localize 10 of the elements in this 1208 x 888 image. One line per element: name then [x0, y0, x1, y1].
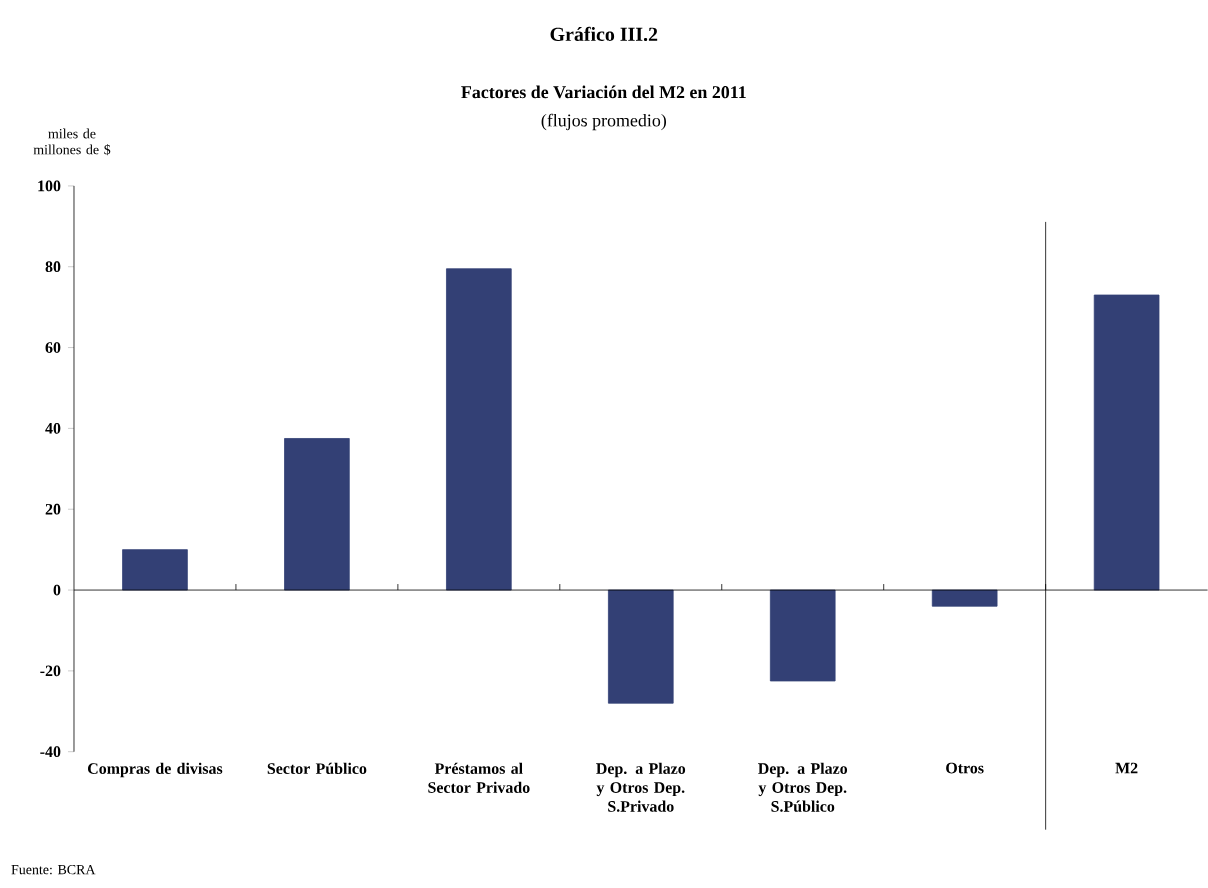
bar: [1093, 294, 1160, 591]
bar: [284, 438, 350, 591]
bar: [608, 589, 674, 704]
bar: [769, 589, 836, 682]
bar: [931, 589, 998, 607]
bar: [446, 268, 512, 591]
text: (flujos promedio): [541, 113, 667, 131]
bar: [122, 549, 188, 591]
chart-title: Gráfico III.2: [550, 26, 658, 42]
chart-subtitle: Factores de Variación del M2 en 2011: [461, 85, 746, 99]
